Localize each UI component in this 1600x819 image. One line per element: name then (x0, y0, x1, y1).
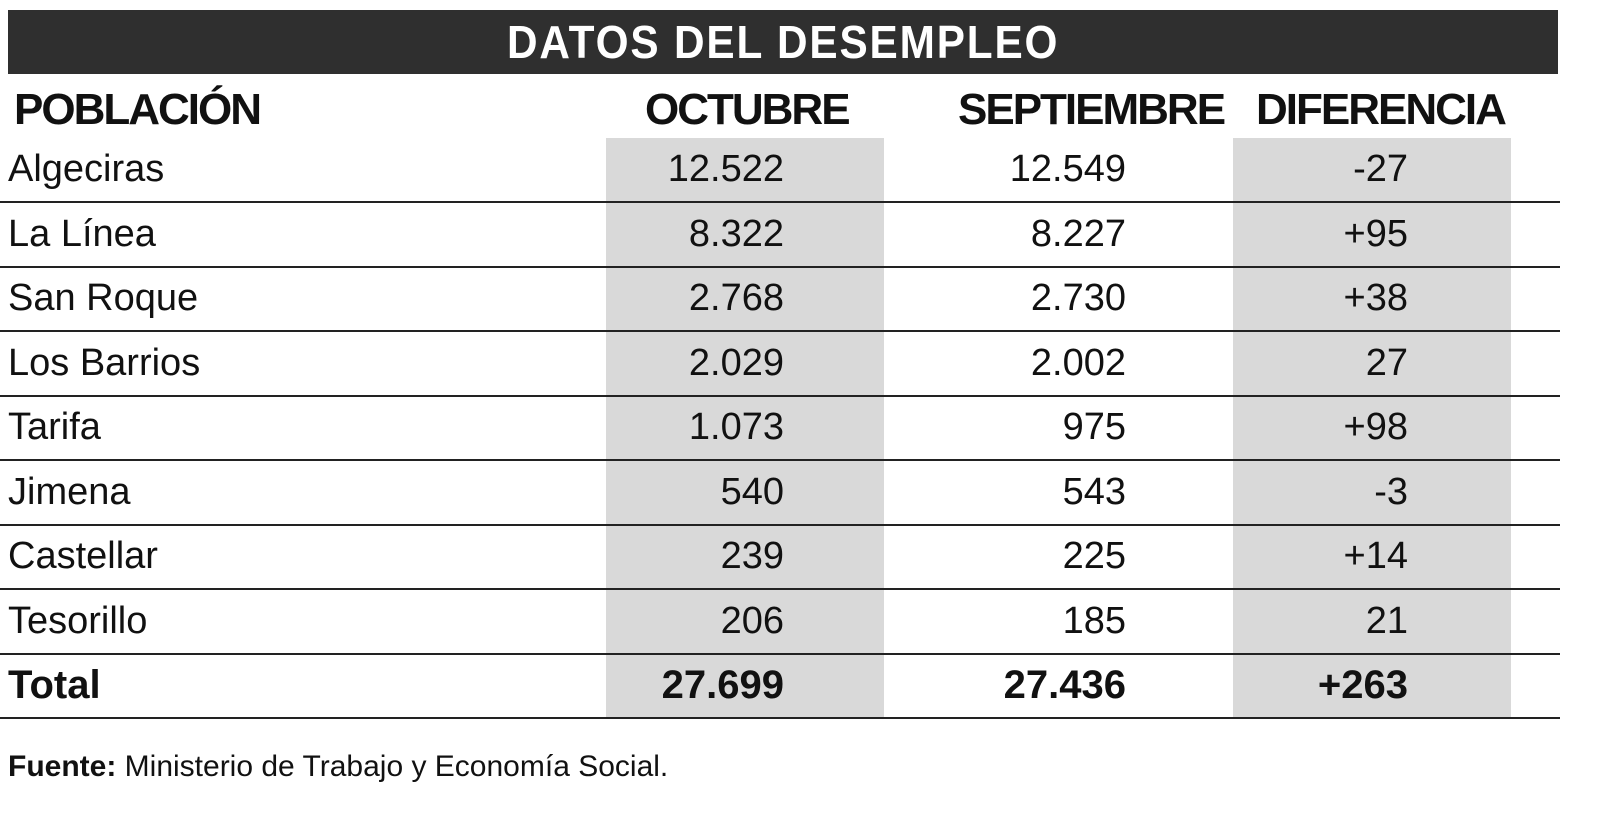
cell-diferencia: +95 (1343, 212, 1408, 255)
row-divider (0, 201, 1560, 203)
cell-octubre: 540 (720, 470, 784, 513)
bottom-rule (0, 717, 1560, 719)
row-divider (0, 652, 1560, 655)
diferencia-column-shade (1233, 138, 1511, 718)
cell-diferencia: +98 (1343, 406, 1408, 448)
cell-octubre: 1.073 (688, 406, 784, 448)
table-row: La Línea 8.322 8.227 +95 (0, 203, 1560, 267)
title-bar: DATOS DEL DESEMPLEO (8, 10, 1558, 74)
row-divider (0, 523, 1560, 526)
cell-poblacion: Castellar (8, 535, 158, 577)
table-row: Tarifa 1.073 975 +98 (0, 396, 1560, 460)
cell-diferencia: +14 (1343, 535, 1408, 577)
cell-diferencia: +38 (1343, 277, 1408, 319)
cell-diferencia: -27 (1353, 148, 1408, 190)
table-row: Algeciras 12.522 12.549 -27 (0, 138, 1560, 202)
cell-septiembre: 185 (1062, 599, 1126, 642)
cell-poblacion: Los Barrios (8, 341, 201, 384)
header-poblacion: POBLACIÓN (14, 85, 262, 134)
cell-poblacion: La Línea (8, 212, 156, 255)
cell-diferencia: 21 (1365, 599, 1408, 642)
cell-septiembre: 975 (1062, 406, 1126, 448)
cell-octubre: 2.768 (688, 277, 784, 319)
total-diferencia: +263 (1317, 663, 1408, 707)
row-divider (0, 265, 1560, 268)
row-divider (0, 459, 1560, 461)
cell-octubre: 8.322 (688, 212, 784, 255)
total-septiembre: 27.436 (1003, 663, 1126, 707)
cell-septiembre: 2.730 (1030, 277, 1126, 319)
header-septiembre: SEPTIEMBRE (958, 85, 1226, 134)
total-label: Total (8, 663, 101, 707)
octubre-column-shade (606, 138, 884, 718)
cell-poblacion: San Roque (8, 277, 199, 319)
source-label: Fuente: (8, 750, 117, 783)
cell-poblacion: Tarifa (8, 406, 101, 448)
cell-poblacion: Algeciras (8, 148, 165, 190)
cell-poblacion: Tesorillo (8, 599, 148, 642)
cell-septiembre: 12.549 (1009, 148, 1126, 190)
cell-septiembre: 225 (1062, 535, 1126, 577)
table-row: Castellar 239 225 +14 (0, 525, 1560, 589)
source-note: Fuente: Ministerio de Trabajo y Economía… (8, 750, 668, 784)
cell-octubre: 206 (720, 599, 784, 642)
cell-poblacion: Jimena (8, 470, 131, 513)
total-row: Total 27.699 27.436 +263 (0, 654, 1560, 718)
cell-octubre: 12.522 (667, 148, 784, 190)
cell-diferencia: -3 (1374, 470, 1408, 513)
cell-octubre: 239 (720, 535, 784, 577)
cell-septiembre: 8.227 (1030, 212, 1126, 255)
table-row: San Roque 2.768 2.730 +38 (0, 267, 1560, 331)
cell-diferencia: 27 (1365, 341, 1408, 384)
source-text: Ministerio de Trabajo y Economía Social. (116, 750, 669, 783)
row-divider (0, 330, 1560, 332)
row-divider (0, 588, 1560, 590)
cell-octubre: 2.029 (688, 341, 784, 384)
table-title: DATOS DEL DESEMPLEO (506, 16, 1060, 68)
header-octubre: OCTUBRE (645, 85, 851, 134)
table-row: Tesorillo 206 185 21 (0, 590, 1560, 654)
table-row: Los Barrios 2.029 2.002 27 (0, 332, 1560, 396)
table-row: Jimena 540 543 -3 (0, 461, 1560, 525)
cell-septiembre: 543 (1062, 470, 1126, 513)
cell-septiembre: 2.002 (1030, 341, 1126, 384)
row-divider (0, 394, 1560, 397)
header-diferencia: DIFERENCIA (1256, 85, 1507, 134)
total-octubre: 27.699 (661, 663, 784, 707)
